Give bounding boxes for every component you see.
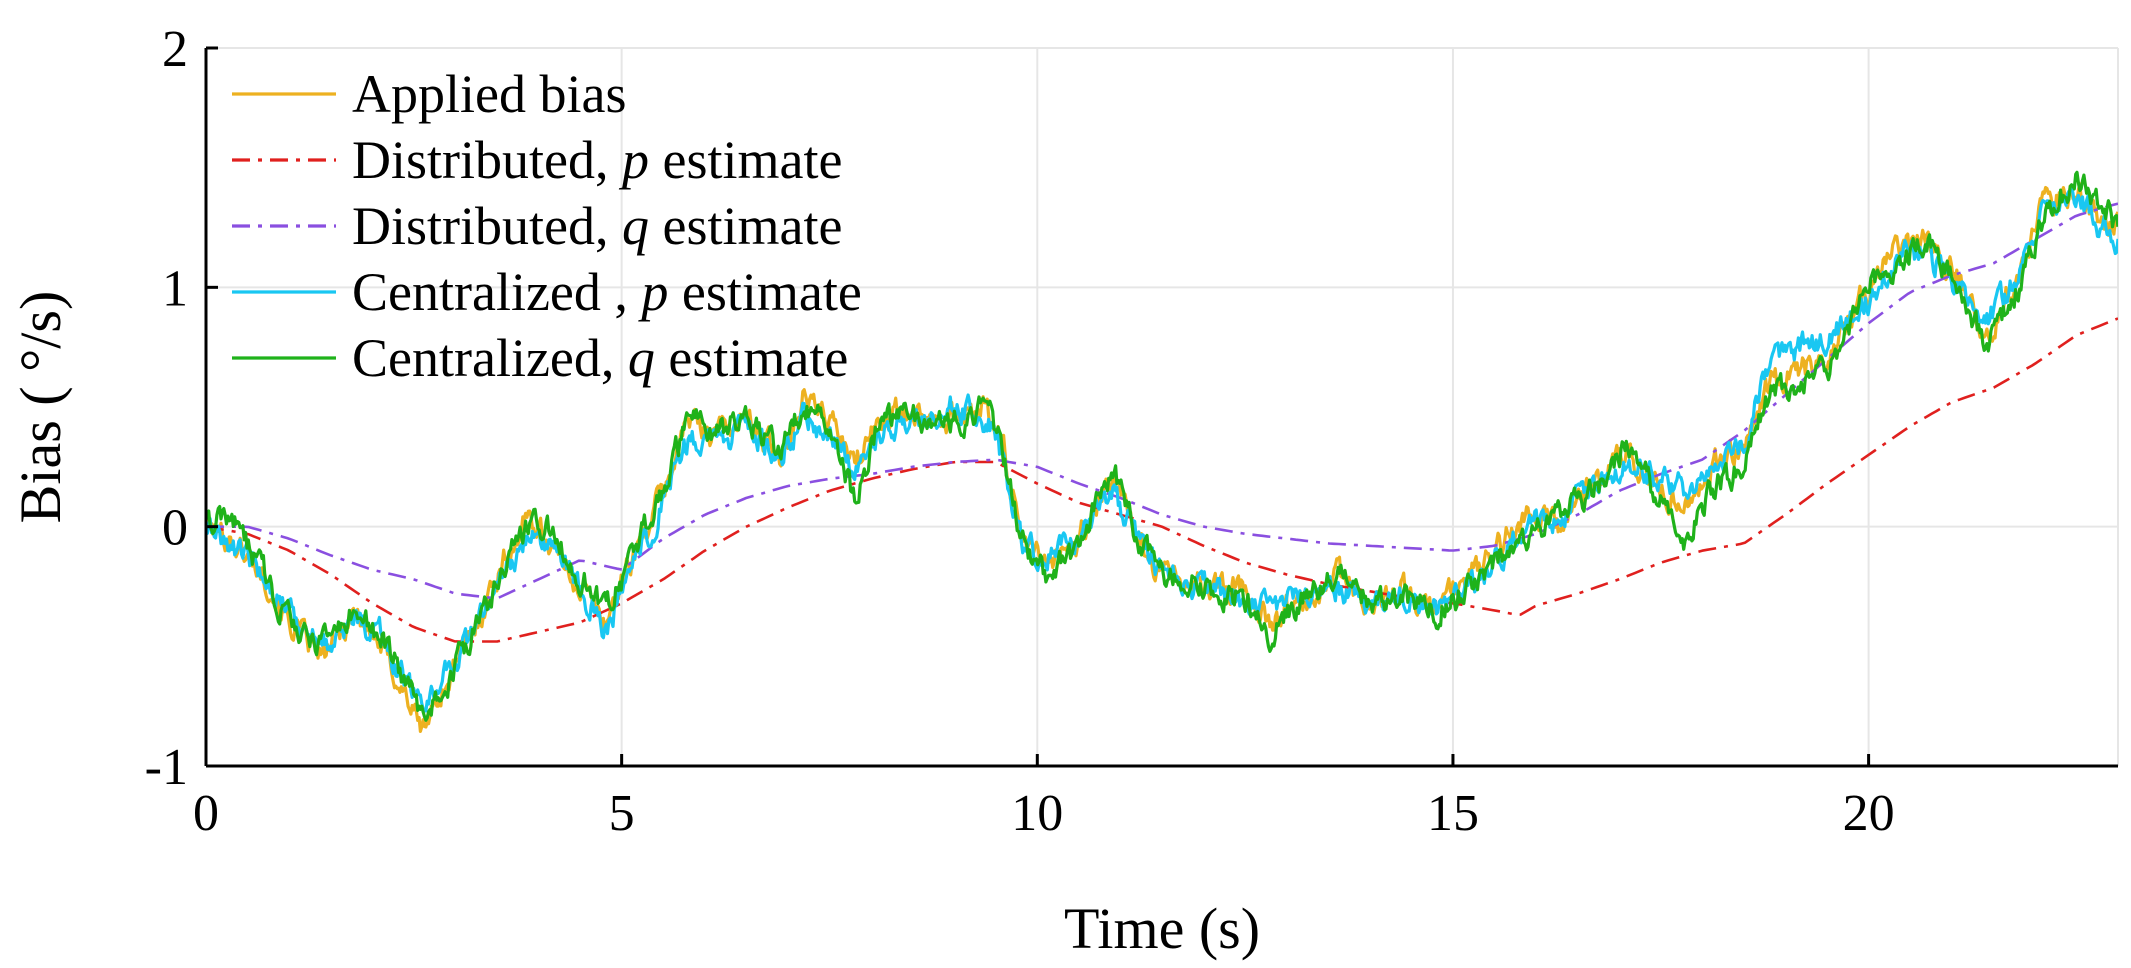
x-tick-label: 0 [193, 785, 219, 842]
series-layer [206, 170, 2118, 733]
legend-label: Distributed, p estimate [352, 130, 842, 190]
legend-label: Applied bias [352, 64, 626, 124]
legend-label: Distributed, q estimate [352, 196, 842, 256]
x-tick-label: 5 [609, 785, 635, 842]
x-tick-label: 10 [1011, 785, 1063, 842]
y-tick-label: 0 [162, 500, 188, 557]
axes [204, 48, 2118, 768]
y-tick-label: 2 [162, 21, 188, 78]
x-tick-label: 15 [1427, 785, 1479, 842]
y-tick-label: -1 [145, 739, 188, 796]
x-axis-title: Time (s) [1064, 896, 1260, 961]
series-line-distributed-p-estimate [206, 317, 2118, 643]
y-axis-title: Bias ( °/s) [8, 291, 73, 524]
x-tick-label: 20 [1843, 785, 1895, 842]
legend-label: Centralized , p estimate [352, 262, 862, 322]
y-tick-label: 1 [162, 260, 188, 317]
legend-label: Centralized, q estimate [352, 328, 848, 388]
series-line-centralized-q-estimate [206, 170, 2118, 722]
series-line-distributed-q-estimate [206, 202, 2118, 600]
